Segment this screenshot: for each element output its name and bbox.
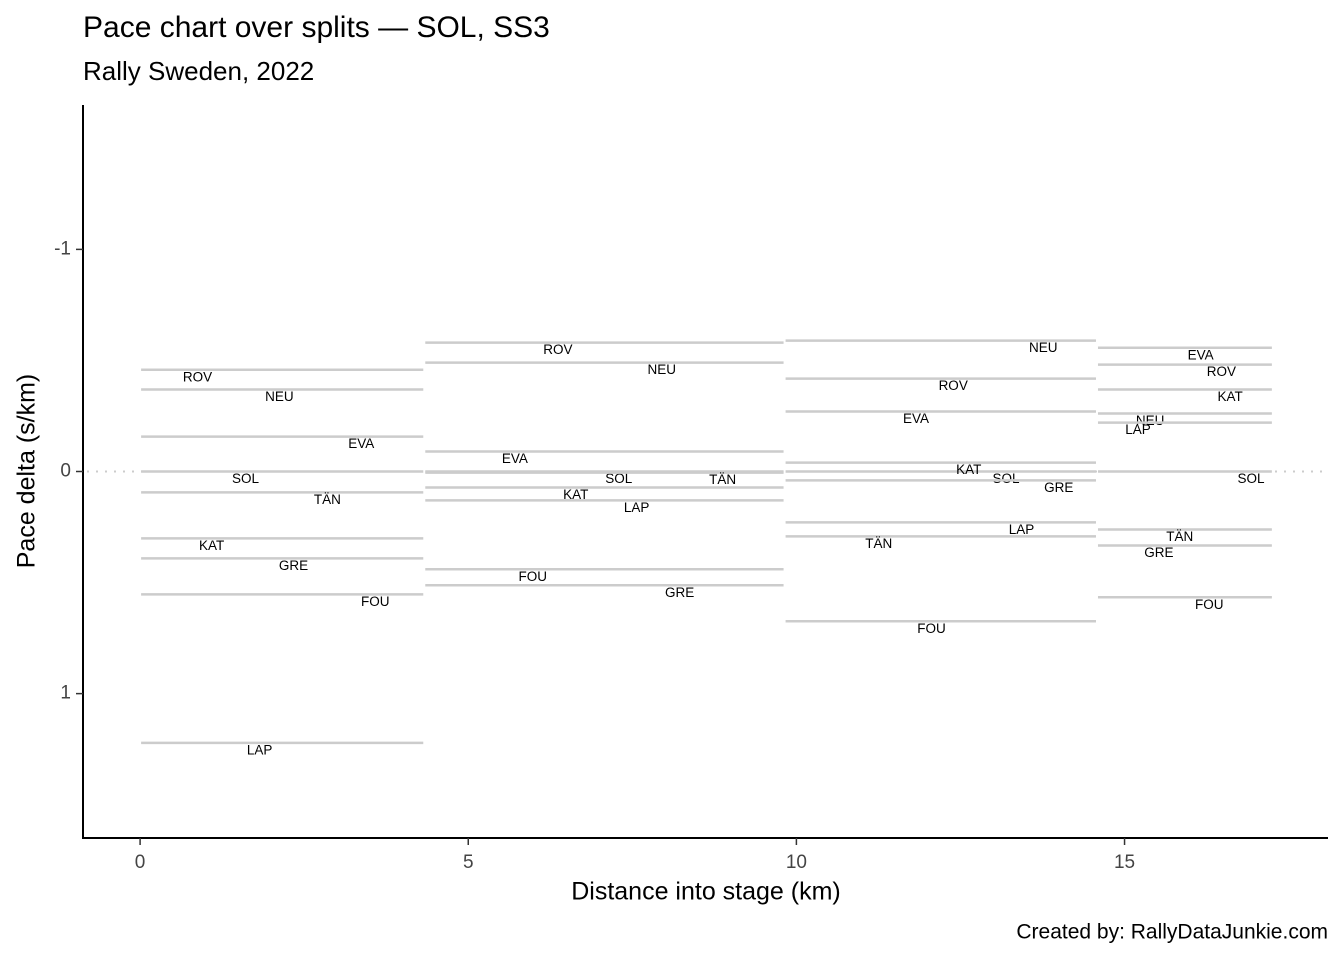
driver-label: FOU [519,569,548,584]
driver-label: SOL [992,471,1020,486]
y-tick-label: 0 [60,461,71,482]
driver-label: KAT [956,462,981,477]
driver-label: FOU [361,594,390,609]
x-axis-label: Distance into stage (km) [571,878,841,906]
driver-label: ROV [1207,364,1236,379]
driver-label: NEU [265,389,294,404]
driver-label: EVA [502,451,528,466]
driver-label: TÄN [709,472,736,487]
chart-subtitle: Rally Sweden, 2022 [83,56,314,86]
driver-label: GRE [279,558,308,573]
driver-label: NEU [1029,340,1058,355]
y-tick-label: 1 [60,683,71,704]
driver-label: TÄN [314,492,341,507]
driver-label: KAT [199,538,224,553]
driver-label: GRE [1044,480,1073,495]
driver-label: NEU [1136,413,1165,428]
x-tick-label: 10 [786,852,807,873]
driver-label: FOU [917,621,946,636]
driver-label: EVA [1188,347,1214,362]
driver-label: TÄN [865,536,892,551]
driver-label: ROV [939,378,968,393]
driver-label: NEU [648,362,677,377]
chart-title: Pace chart over splits — SOL, SS3 [83,11,550,44]
x-tick-label: 0 [135,852,146,873]
driver-label: FOU [1195,597,1224,612]
driver-label: EVA [903,411,929,426]
x-tick-label: 15 [1114,852,1135,873]
y-axis-label: Pace delta (s/km) [13,374,41,569]
x-tick-label: 5 [463,852,474,873]
driver-label: LAP [1125,422,1151,437]
driver-label: GRE [665,585,694,600]
driver-label: TÄN [1166,529,1193,544]
driver-label: SOL [605,471,633,486]
driver-label: GRE [1144,545,1173,560]
y-tick-label: -1 [54,238,71,259]
caption: Created by: RallyDataJunkie.com [1016,921,1328,944]
driver-label: KAT [563,487,588,502]
driver-label: LAP [1009,522,1035,537]
driver-label: KAT [1218,389,1243,404]
driver-label: SOL [232,471,260,486]
driver-label: LAP [247,742,273,757]
driver-label: ROV [543,342,572,357]
driver-label: EVA [348,436,374,451]
driver-label: SOL [1237,471,1265,486]
driver-label: LAP [624,500,650,515]
driver-label: ROV [183,369,212,384]
